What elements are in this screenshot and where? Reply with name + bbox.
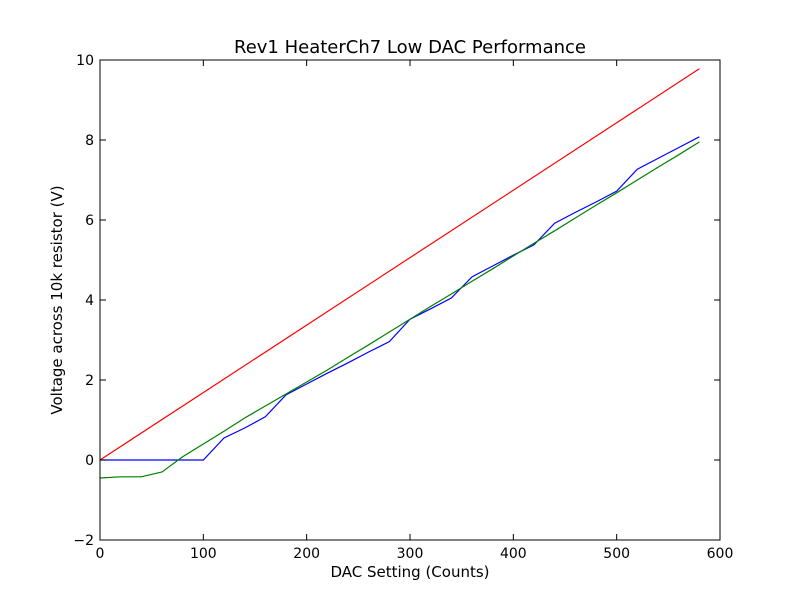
series-line-1 — [100, 136, 700, 461]
x-tick-label-100: 100 — [190, 546, 217, 562]
series-layer — [99, 68, 700, 479]
x-tick-label-600: 600 — [707, 546, 734, 562]
y-tick-label-10: 10 — [76, 53, 94, 69]
x-tick-label-200: 200 — [293, 546, 320, 562]
x-tick-label-500: 500 — [603, 546, 630, 562]
y-axis-label: Voltage across 10k resistor (V) — [48, 185, 66, 414]
y-tick-label--2: −2 — [73, 533, 94, 549]
y-tick-label-2: 2 — [85, 373, 94, 389]
x-tick-label-0: 0 — [96, 546, 105, 562]
x-axis-label: DAC Setting (Counts) — [330, 563, 489, 581]
y-tick-label-4: 4 — [85, 293, 94, 309]
x-tick-label-300: 300 — [397, 546, 424, 562]
series-line-3 — [99, 68, 700, 461]
y-tick-label-6: 6 — [85, 213, 94, 229]
chart-title: Rev1 HeaterCh7 Low DAC Performance — [234, 37, 586, 58]
y-tick-label-8: 8 — [85, 133, 94, 149]
series-line-2 — [99, 141, 700, 479]
y-tick-label-0: 0 — [85, 453, 94, 469]
x-tick-label-400: 400 — [500, 546, 527, 562]
